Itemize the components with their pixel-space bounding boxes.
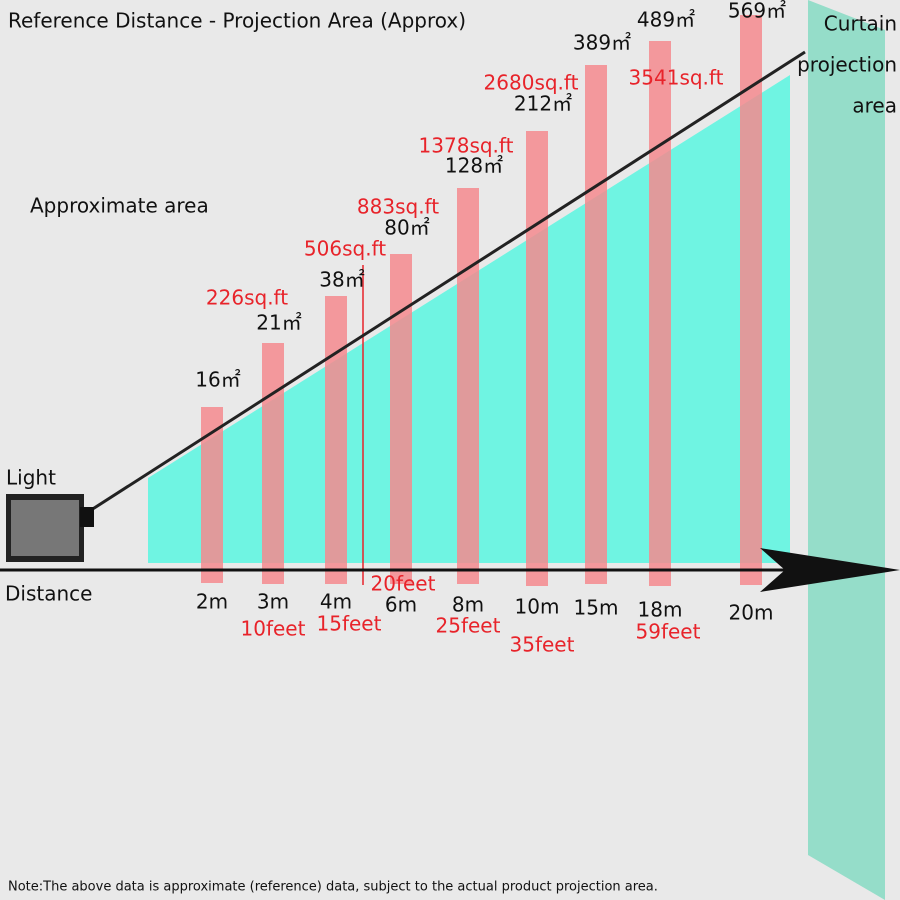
feet-value: 20feet <box>371 572 436 596</box>
distance-label: 6m <box>385 593 417 617</box>
projector-lens <box>80 507 94 527</box>
area-value: 21㎡ <box>256 311 301 335</box>
area-label: Approximate area <box>30 194 209 218</box>
area-bar <box>649 41 671 586</box>
bars <box>201 15 762 586</box>
distance-label: 8m <box>452 593 484 617</box>
axis-arrow <box>760 548 900 592</box>
curtain <box>808 0 885 900</box>
note: Note:The above data is approximate (refe… <box>8 880 658 895</box>
area-value: 80㎡ <box>384 216 429 240</box>
sqft-value: 226sq.ft <box>206 286 288 310</box>
feet-value: 59feet <box>636 620 701 644</box>
sqft-value: 2680sq.ft <box>484 71 579 95</box>
distance-label: 20m <box>729 601 774 625</box>
distance-label: 2m <box>196 590 228 614</box>
area-value: 38㎡ <box>319 268 364 292</box>
area-bar <box>526 131 548 586</box>
area-value: 389㎡ <box>573 31 631 55</box>
sqft-value: 883sq.ft <box>357 195 439 219</box>
feet-value: 35feet <box>510 633 575 657</box>
curtain-label: projection <box>797 53 897 77</box>
feet-value: 15feet <box>317 612 382 636</box>
sqft-value: 506sq.ft <box>304 237 386 261</box>
area-bar <box>262 343 284 584</box>
area-bar <box>390 254 412 584</box>
area-value: 128㎡ <box>445 154 503 178</box>
feet-value: 10feet <box>241 617 306 641</box>
distance-label: 4m <box>320 590 352 614</box>
area-bar <box>457 188 479 584</box>
area-bar <box>201 407 223 583</box>
curtain-label: area <box>852 94 897 118</box>
area-value: 212㎡ <box>514 92 572 116</box>
area-bar <box>585 65 607 584</box>
area-bar <box>325 296 347 584</box>
axis-label: Distance <box>5 582 92 606</box>
feet-value: 25feet <box>436 614 501 638</box>
sqft-value: 3541sq.ft <box>629 66 724 90</box>
distance-label: 10m <box>515 595 560 619</box>
distance-label: 3m <box>257 590 289 614</box>
distance-label: 18m <box>638 598 683 622</box>
area-value: 16㎡ <box>195 368 240 392</box>
beam-line <box>87 50 806 514</box>
title: Reference Distance - Projection Area (Ap… <box>8 9 466 33</box>
area-value: 489㎡ <box>637 8 695 32</box>
projector-face <box>11 500 79 556</box>
distance-label: 15m <box>574 596 619 620</box>
sqft-value: 1378sq.ft <box>419 134 514 158</box>
area-value: 569㎡ <box>728 0 786 23</box>
device-label: Light <box>6 466 56 490</box>
curtain-label: Curtain <box>824 12 897 36</box>
area-bar <box>740 15 762 585</box>
